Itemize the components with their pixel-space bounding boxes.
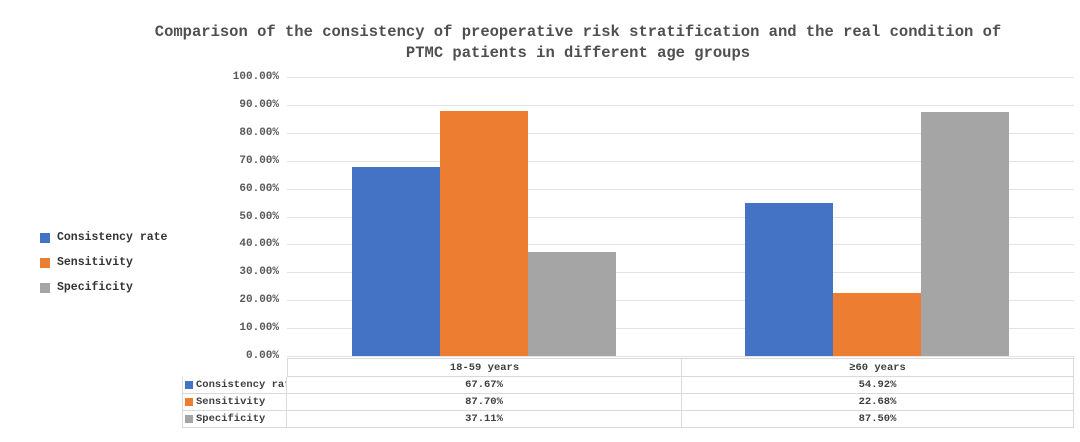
gridline-10-00 bbox=[287, 328, 1074, 330]
y-tick-label-90-00: 90.00% bbox=[239, 98, 279, 111]
gridline-70-00 bbox=[287, 160, 1074, 162]
y-tick-label-60-00: 60.00% bbox=[239, 182, 279, 195]
legend-swatch-specificity-icon bbox=[40, 282, 50, 293]
y-tick-label-80-00: 80.00% bbox=[239, 126, 279, 139]
y-tick-label-50-00: 50.00% bbox=[239, 210, 279, 223]
chart-title-line-2: PTMC patients in different age groups bbox=[405, 44, 751, 62]
gridline-40-00 bbox=[287, 244, 1074, 246]
bar-specificity-18-59-years bbox=[527, 252, 616, 356]
bar-group-18-59-years bbox=[287, 77, 681, 356]
legend-swatch-sensitivity-icon bbox=[40, 257, 50, 268]
legend: Consistency rate Sensitivity Specificity bbox=[40, 225, 167, 300]
row-header-label: Specificity bbox=[196, 413, 266, 425]
gridline-80-00 bbox=[287, 132, 1074, 134]
legend-item-specificity: Specificity bbox=[40, 275, 167, 300]
gridline-30-00 bbox=[287, 272, 1074, 274]
column-header-60-plus-years: ≥60 years bbox=[682, 358, 1074, 377]
table-swatch-sensitivity-icon bbox=[185, 398, 193, 406]
chart-title-line-1: Comparison of the consistency of preoper… bbox=[154, 23, 1002, 41]
legend-swatch-consistency-rate-icon bbox=[40, 232, 50, 243]
y-tick-label-0-00: 0.00% bbox=[245, 350, 279, 362]
y-tick-label-70-00: 70.00% bbox=[239, 154, 279, 167]
data-table-corner-cell bbox=[182, 358, 287, 377]
row-header-consistency-rate: Consistency rate bbox=[182, 377, 287, 394]
legend-label-consistency-rate: Consistency rate bbox=[57, 231, 168, 244]
row-header-sensitivity: Sensitivity bbox=[182, 394, 287, 411]
bar-groups bbox=[287, 77, 1074, 356]
bar-consistency-rate-60-years bbox=[745, 202, 834, 356]
legend-item-consistency-rate: Consistency rate bbox=[40, 225, 167, 250]
row-header-specificity: Specificity bbox=[182, 411, 287, 428]
bar-group-60-plus-years bbox=[681, 77, 1075, 356]
table-cell-consistency-rate-60-plus: 54.92% bbox=[682, 377, 1074, 394]
y-tick-label-30-00: 30.00% bbox=[239, 266, 279, 279]
gridline-50-00 bbox=[287, 216, 1074, 218]
table-cell-specificity-60-plus: 87.50% bbox=[682, 411, 1074, 428]
table-swatch-consistency-rate-icon bbox=[185, 381, 193, 389]
y-tick-label-100-00: 100.00% bbox=[232, 71, 279, 83]
table-cell-sensitivity-60-plus: 22.68% bbox=[682, 394, 1074, 411]
row-header-label: Consistency rate bbox=[196, 379, 287, 391]
gridline-60-00 bbox=[287, 188, 1074, 190]
table-cell-consistency-rate-18-59: 67.67% bbox=[287, 377, 682, 394]
legend-label-sensitivity: Sensitivity bbox=[57, 256, 133, 269]
legend-label-specificity: Specificity bbox=[57, 281, 133, 294]
y-axis: 100.00% 90.00% 80.00% 70.00% 60.00% 50.00% 40.… bbox=[172, 71, 279, 362]
gridline-20-00 bbox=[287, 300, 1074, 302]
gridline-90-00 bbox=[287, 104, 1074, 106]
plot-area bbox=[287, 77, 1074, 357]
bar-specificity-60-years bbox=[921, 111, 1010, 356]
legend-item-sensitivity: Sensitivity bbox=[40, 250, 167, 275]
table-swatch-specificity-icon bbox=[185, 415, 193, 423]
y-tick-label-10-00: 10.00% bbox=[239, 322, 279, 335]
table-cell-specificity-18-59: 37.11% bbox=[287, 411, 682, 428]
table-cell-sensitivity-18-59: 87.70% bbox=[287, 394, 682, 411]
y-tick-label-40-00: 40.00% bbox=[239, 238, 279, 251]
column-header-18-59-years: 18-59 years bbox=[287, 358, 682, 377]
bar-sensitivity-60-years bbox=[833, 292, 922, 356]
bar-consistency-rate-18-59-years bbox=[351, 167, 440, 356]
data-table: 18-59 years ≥60 years Consistency rate 6… bbox=[182, 358, 1074, 428]
row-header-label: Sensitivity bbox=[196, 396, 266, 408]
bar-sensitivity-18-59-years bbox=[439, 111, 528, 356]
gridline-100-00 bbox=[287, 77, 1074, 78]
chart-title: Comparison of the consistency of preoper… bbox=[76, 22, 1080, 64]
y-tick-label-20-00: 20.00% bbox=[239, 294, 279, 307]
gridline-0-00 bbox=[287, 356, 1074, 357]
